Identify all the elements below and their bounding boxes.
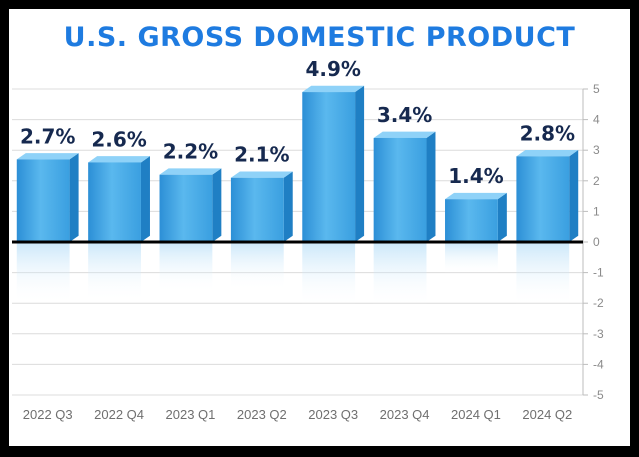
x-tick-label: 2024 Q1 <box>451 407 501 422</box>
x-axis-ticks: 2022 Q3 2022 Q4 2023 Q1 2023 Q2 2023 Q3 2023 … <box>23 407 573 422</box>
x-tick-label: 2022 Q3 <box>23 407 73 422</box>
bar <box>159 174 213 242</box>
bar-reflection <box>373 242 427 307</box>
bar-side <box>569 150 579 242</box>
bar-side <box>212 168 222 242</box>
bar-reflection <box>516 242 570 307</box>
data-label: 2.6% <box>91 127 146 151</box>
y-tick-label: -5 <box>593 388 604 402</box>
bar <box>302 92 356 242</box>
y-tick-label: -2 <box>593 296 604 310</box>
data-label: 2.7% <box>20 124 75 148</box>
bars <box>16 85 579 242</box>
bar-reflection <box>445 242 498 275</box>
bar-side <box>69 153 79 242</box>
bar-top <box>230 171 293 178</box>
data-labels: 2.7% 2.6% 2.2% 2.1% 4.9% 3.4% 1.4% 2.8% <box>20 57 575 188</box>
bar-top <box>16 153 79 160</box>
bar-reflection <box>88 242 141 302</box>
data-label: 1.4% <box>448 164 503 188</box>
x-tick-label: 2023 Q2 <box>237 407 287 422</box>
y-tick-label: 4 <box>593 113 600 127</box>
bar-side <box>426 131 436 242</box>
y-tick-label: -1 <box>593 266 604 280</box>
bar-reflection <box>16 242 70 304</box>
y-tick-label: 1 <box>593 204 600 218</box>
data-label: 2.1% <box>234 143 289 167</box>
chart-title: U.S. GROSS DOMESTIC PRODUCT <box>63 22 576 53</box>
x-tick-label: 2023 Q3 <box>308 407 358 422</box>
x-tick-label: 2022 Q4 <box>94 407 144 422</box>
bar-side <box>283 171 293 242</box>
bar-top <box>445 192 507 200</box>
y-tick-label: 0 <box>593 235 600 249</box>
y-tick-label: 2 <box>593 174 600 188</box>
bar-top <box>373 131 436 138</box>
bar-side <box>355 85 365 242</box>
bar <box>516 156 570 242</box>
bar-side <box>140 156 150 242</box>
bar-reflection <box>230 242 284 291</box>
bar-reflection <box>302 242 356 307</box>
y-tick-label: -4 <box>593 357 604 371</box>
y-tick-label: 5 <box>593 82 600 96</box>
x-tick-label: 2023 Q4 <box>380 407 430 422</box>
y-axis-ticks: 5 4 3 2 1 0 -1 -2 -3 -4 -5 <box>593 82 604 402</box>
bar-top <box>88 156 150 163</box>
y-tick-label: 3 <box>593 143 600 157</box>
bar-reflection <box>159 242 213 293</box>
data-label: 4.9% <box>305 57 360 81</box>
x-tick-label: 2023 Q1 <box>166 407 216 422</box>
bar <box>230 177 284 242</box>
bar-side <box>497 192 507 242</box>
data-label: 2.2% <box>163 140 218 164</box>
y-tick-label: -3 <box>593 327 604 341</box>
bar-top <box>516 150 579 157</box>
x-tick-label: 2024 Q2 <box>522 407 572 422</box>
bar <box>88 162 141 242</box>
bar-reflections <box>16 242 570 307</box>
data-label: 3.4% <box>377 103 432 127</box>
bar <box>16 159 70 242</box>
bar-top <box>159 168 222 175</box>
bar-top <box>302 85 365 93</box>
bar <box>445 199 498 242</box>
data-label: 2.8% <box>520 121 575 145</box>
bar <box>373 137 427 242</box>
